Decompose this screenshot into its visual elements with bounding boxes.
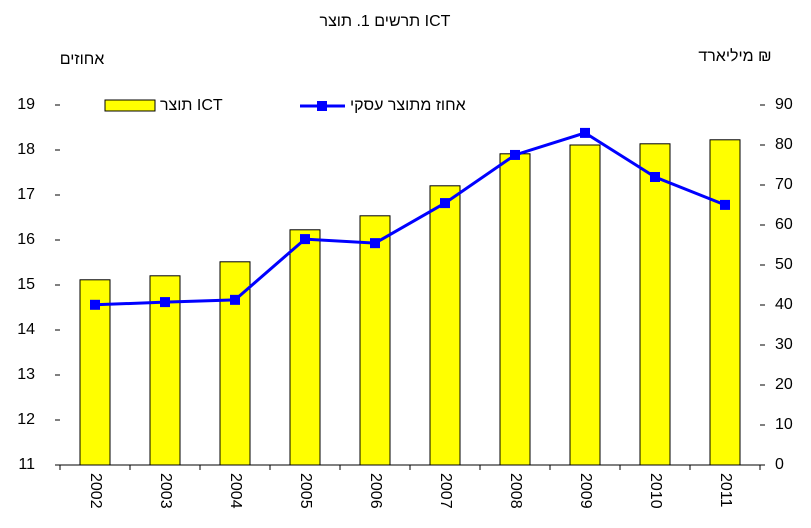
x-tick-label: 2009	[577, 473, 594, 509]
y2-tick-label: 20	[775, 376, 793, 393]
y-tick-label: 15	[17, 276, 35, 293]
line-marker	[90, 299, 100, 310]
x-tick-label: 2006	[367, 473, 384, 509]
legend-swatch	[104, 99, 156, 112]
y2-axis-label: מיליארד ₪	[698, 47, 771, 65]
bar	[499, 153, 531, 466]
x-tick-label: 2010	[647, 473, 664, 509]
line-marker	[370, 238, 380, 249]
y2-tick-label: 10	[775, 416, 793, 433]
x-tick-label: 2003	[157, 473, 174, 509]
x-tick-label: 2005	[297, 473, 314, 509]
bar	[429, 185, 461, 466]
chart-title: תרשים 1. תוצר ICT	[320, 13, 451, 30]
y-tick-label: 13	[17, 366, 35, 383]
y2-tick-label: 80	[775, 136, 793, 153]
y-tick-label: 14	[17, 321, 35, 338]
x-tick-label: 2004	[227, 473, 244, 509]
bar	[149, 275, 181, 466]
x-tick-label: 2011	[717, 473, 734, 508]
line-marker	[650, 172, 660, 182]
y2-tick-label: 0	[775, 456, 784, 473]
line-marker	[440, 198, 450, 209]
y2-tick-label: 30	[775, 336, 793, 353]
y-tick-label: 18	[17, 141, 35, 158]
bar	[359, 215, 391, 466]
y-axis-label: אחוזים	[60, 51, 105, 68]
legend-swatch	[317, 101, 327, 111]
y-tick-label: 11	[18, 456, 35, 473]
x-tick-label: 2007	[437, 473, 454, 509]
y-tick-label: 19	[17, 96, 35, 113]
y2-tick-label: 90	[775, 96, 793, 113]
y2-tick-label: 70	[775, 176, 793, 193]
line-marker	[230, 294, 240, 305]
legend-label: תוצר ICT	[160, 97, 223, 114]
y-tick-label: 12	[17, 411, 35, 428]
line-marker	[720, 199, 730, 210]
y-tick-label: 16	[17, 231, 35, 248]
y2-tick-label: 40	[775, 296, 793, 313]
bar	[79, 279, 111, 466]
bar	[639, 143, 671, 466]
y-tick-label: 17	[17, 186, 35, 203]
y2-tick-label: 60	[775, 216, 793, 233]
bar	[289, 229, 321, 466]
legend-label: אחוז מתוצר עסקי	[350, 97, 466, 114]
x-tick-label: 2002	[87, 473, 104, 509]
line	[94, 131, 726, 307]
line-marker	[300, 234, 310, 245]
bar	[569, 144, 601, 466]
line-marker	[160, 297, 170, 308]
x-tick-label: 2008	[507, 473, 524, 509]
y2-tick-label: 50	[775, 256, 793, 273]
bar	[709, 139, 741, 466]
line-marker	[510, 149, 520, 160]
line-marker	[580, 127, 590, 138]
